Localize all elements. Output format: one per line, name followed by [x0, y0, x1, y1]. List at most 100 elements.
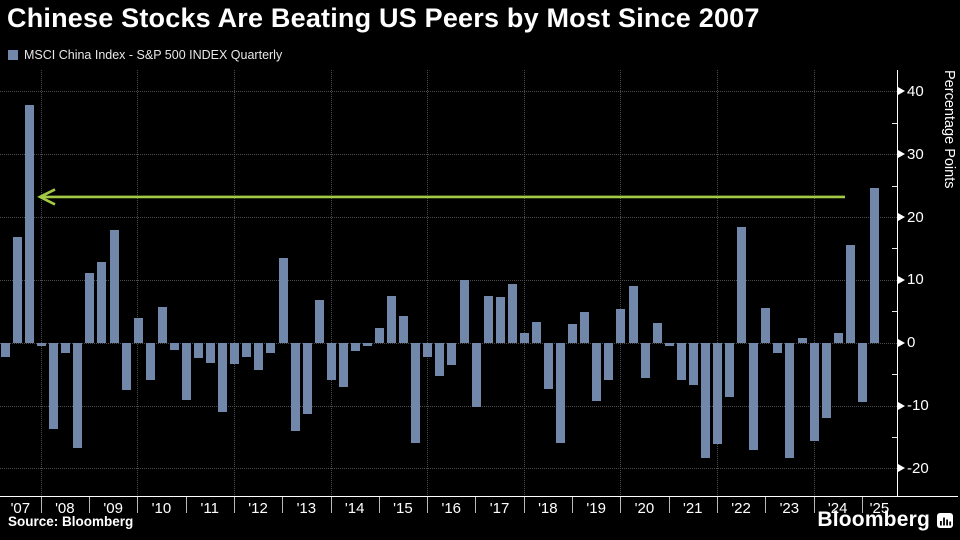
bar [157, 306, 167, 343]
y-tick-major [898, 338, 905, 347]
gridline-h [0, 154, 897, 156]
bar [869, 188, 879, 343]
x-tick-label: '15 [393, 500, 413, 517]
bar [544, 342, 554, 389]
bar [278, 257, 288, 343]
bar [145, 342, 155, 380]
bar [749, 342, 759, 451]
y-tick-label: -10 [907, 397, 929, 415]
y-tick-major [898, 150, 905, 159]
gridline-v [137, 70, 139, 497]
x-tick [185, 497, 187, 513]
bar [580, 311, 590, 343]
bar [435, 342, 445, 376]
bar [833, 332, 843, 343]
x-tick [233, 497, 235, 513]
bar [519, 332, 529, 343]
bar [37, 342, 47, 347]
bar [628, 286, 638, 343]
bar [809, 342, 819, 441]
bar [0, 342, 10, 357]
gridline-v [523, 70, 525, 497]
bar [531, 321, 541, 343]
bar [350, 342, 360, 351]
y-tick-label: 40 [907, 82, 924, 100]
gridline-v [330, 70, 332, 497]
y-tick-major [898, 464, 905, 473]
y-tick-label: 0 [907, 334, 916, 352]
bar [194, 342, 204, 359]
x-tick-label: '10 [151, 500, 172, 517]
y-tick-minor [892, 374, 897, 376]
y-tick-minor [892, 248, 897, 250]
brand-footer: Bloomberg [817, 508, 953, 532]
gridline-v [427, 70, 429, 497]
y-tick-major [898, 87, 905, 96]
y-tick-label: 30 [907, 145, 924, 163]
x-tick-label: '07 [10, 500, 31, 517]
x-tick-label: '14 [344, 500, 365, 517]
bar [664, 342, 674, 347]
x-tick [282, 497, 284, 513]
x-tick-label: '24 [827, 500, 848, 517]
bar [713, 342, 723, 445]
bar [73, 342, 83, 448]
y-tick-minor [892, 436, 897, 438]
bar [302, 342, 312, 414]
legend: MSCI China Index - S&P 500 INDEX Quarter… [8, 48, 282, 62]
bar [797, 337, 807, 343]
x-tick [40, 497, 42, 513]
bar [652, 322, 662, 343]
x-tick [523, 497, 525, 513]
x-tick-label: '23 [779, 500, 800, 517]
bar [604, 342, 614, 381]
y-tick-label: 20 [907, 208, 924, 226]
bar [495, 297, 505, 343]
bar [447, 342, 457, 366]
y-tick-major [898, 213, 905, 222]
bar [640, 342, 650, 378]
x-tick [620, 497, 622, 513]
x-tick [765, 497, 767, 513]
x-tick [861, 497, 863, 513]
x-tick [813, 497, 815, 513]
x-tick-label: '17 [489, 500, 510, 517]
bar [230, 342, 240, 365]
bar [121, 342, 131, 390]
gridline-v [620, 70, 622, 497]
bar [399, 315, 409, 343]
source-note: Source: Bloomberg [8, 514, 134, 529]
bar [773, 342, 783, 354]
bar [85, 272, 95, 343]
y-tick-minor [892, 185, 897, 187]
x-tick-label: '16 [441, 500, 462, 517]
x-tick [378, 497, 380, 513]
x-tick-label: '18 [538, 500, 558, 517]
gridline-h [0, 91, 897, 93]
x-tick [716, 497, 718, 513]
y-axis-title: Percentage Points [941, 70, 957, 189]
bar [592, 342, 602, 402]
legend-swatch-icon [8, 50, 18, 60]
since-2007-arrow [37, 188, 845, 206]
y-tick-label: 10 [907, 271, 924, 289]
x-tick-label: '25 [869, 500, 890, 517]
x-tick [330, 497, 332, 513]
bar [363, 342, 372, 346]
bar [169, 342, 179, 351]
gridline-h [0, 468, 897, 470]
bar [676, 342, 686, 380]
bar [700, 342, 710, 459]
bar [411, 342, 421, 444]
x-tick [572, 497, 573, 513]
bar [725, 342, 735, 397]
x-tick [89, 497, 90, 513]
bar [181, 342, 191, 400]
x-tick-label: '12 [248, 500, 268, 517]
bar [857, 342, 867, 402]
bar [616, 309, 626, 343]
bloomberg-logo-icon [937, 512, 953, 528]
bar [314, 299, 324, 343]
bar [338, 342, 348, 387]
